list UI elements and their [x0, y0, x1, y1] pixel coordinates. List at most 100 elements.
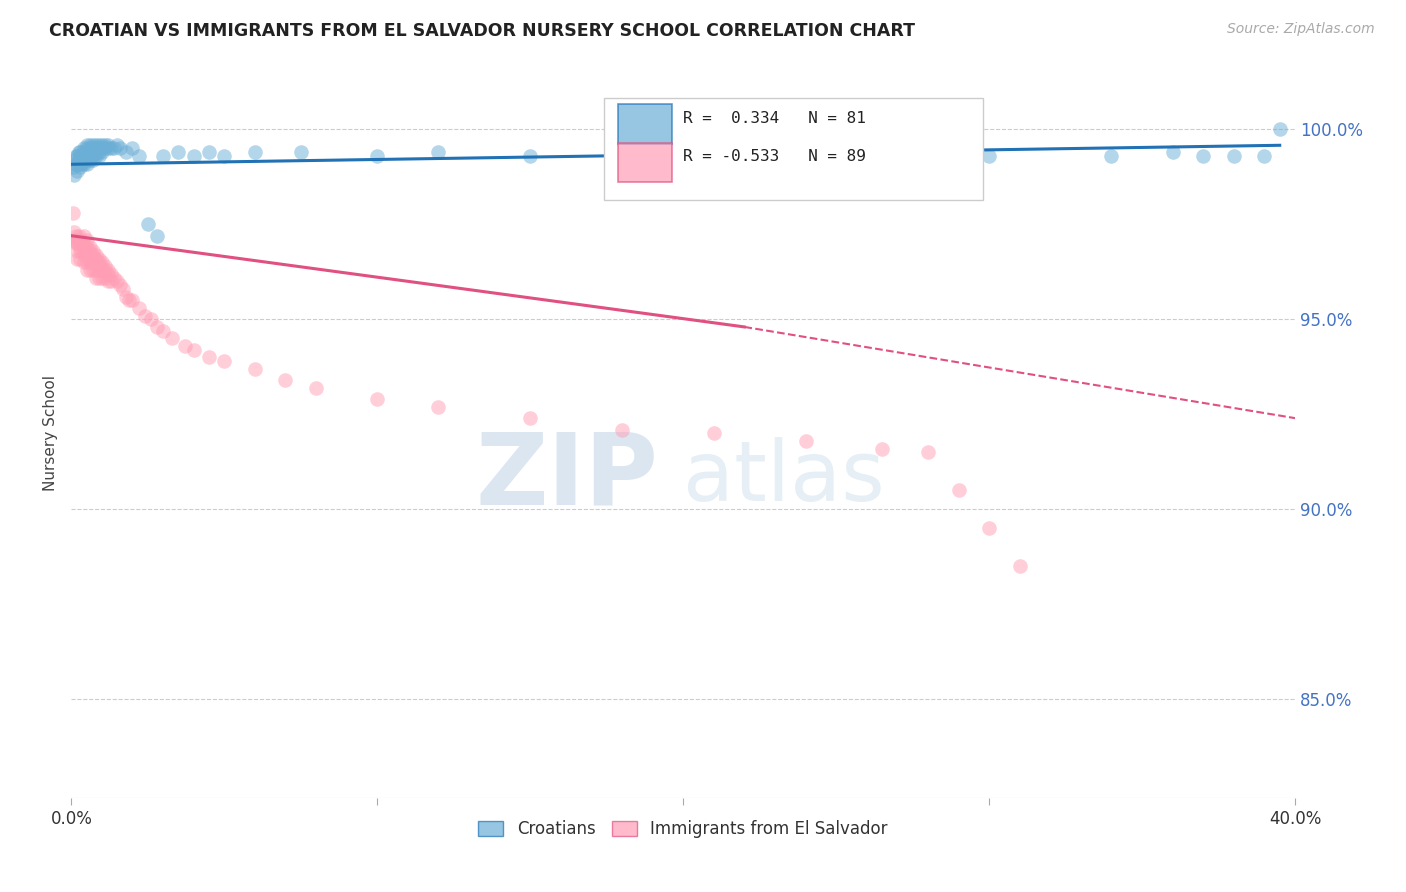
Point — [366, 149, 388, 163]
Point — [90, 145, 112, 160]
Point — [76, 137, 98, 152]
Point — [69, 149, 91, 163]
Point — [79, 244, 101, 258]
Text: atlas: atlas — [683, 436, 884, 517]
Point — [519, 149, 541, 163]
Point — [66, 164, 89, 178]
Point — [198, 145, 221, 160]
Point — [72, 248, 94, 262]
Point — [146, 228, 169, 243]
Point — [121, 293, 143, 308]
Point — [115, 145, 138, 160]
Point — [162, 331, 184, 345]
Point — [290, 145, 312, 160]
Point — [84, 149, 107, 163]
Point — [97, 141, 120, 155]
Point — [917, 445, 939, 459]
Point — [214, 149, 236, 163]
Point — [84, 255, 107, 269]
Point — [79, 153, 101, 167]
Point — [84, 252, 107, 266]
Point — [69, 145, 91, 160]
Point — [94, 263, 117, 277]
Point — [90, 263, 112, 277]
Point — [1192, 149, 1215, 163]
Point — [72, 236, 94, 251]
Point — [84, 248, 107, 262]
Point — [1101, 149, 1123, 163]
Text: R =  0.334   N = 81: R = 0.334 N = 81 — [683, 111, 866, 126]
Point — [82, 137, 104, 152]
Point — [72, 228, 94, 243]
Point — [66, 233, 89, 247]
Point — [76, 244, 98, 258]
Point — [70, 149, 93, 163]
Point — [100, 274, 122, 288]
Point — [87, 270, 110, 285]
Point — [79, 248, 101, 262]
Point — [76, 255, 98, 269]
Point — [82, 149, 104, 163]
Point — [128, 301, 150, 315]
Point — [76, 233, 98, 247]
Point — [67, 153, 90, 167]
Point — [76, 149, 98, 163]
Point — [84, 141, 107, 155]
Point — [243, 145, 266, 160]
Point — [84, 263, 107, 277]
Point — [66, 252, 89, 266]
Point — [84, 270, 107, 285]
Point — [100, 267, 122, 281]
Text: R = -0.533   N = 89: R = -0.533 N = 89 — [683, 149, 866, 164]
Point — [76, 263, 98, 277]
Point — [183, 343, 205, 357]
Point — [97, 137, 120, 152]
Point — [63, 153, 86, 167]
Point — [152, 149, 174, 163]
Point — [82, 141, 104, 155]
Point — [97, 274, 120, 288]
Point — [703, 426, 725, 441]
FancyBboxPatch shape — [619, 104, 672, 144]
Point — [76, 153, 98, 167]
Point — [610, 423, 633, 437]
Point — [115, 289, 138, 303]
Point — [183, 149, 205, 163]
Text: Source: ZipAtlas.com: Source: ZipAtlas.com — [1227, 22, 1375, 37]
Point — [110, 278, 132, 293]
Point — [76, 145, 98, 160]
Point — [69, 252, 91, 266]
Point — [87, 263, 110, 277]
Point — [69, 240, 91, 254]
Point — [274, 373, 297, 387]
Point — [82, 252, 104, 266]
Point — [243, 361, 266, 376]
Point — [134, 309, 156, 323]
Point — [87, 141, 110, 155]
Point — [82, 145, 104, 160]
Point — [76, 240, 98, 254]
Point — [519, 411, 541, 425]
Point — [63, 168, 86, 182]
Point — [79, 255, 101, 269]
Point — [66, 236, 89, 251]
Point — [69, 153, 91, 167]
Point — [79, 145, 101, 160]
Point — [97, 267, 120, 281]
Point — [1161, 145, 1184, 160]
Point — [72, 141, 94, 155]
Point — [65, 149, 87, 163]
Point — [94, 270, 117, 285]
Point — [87, 252, 110, 266]
Point — [69, 233, 91, 247]
Point — [136, 217, 159, 231]
Point — [79, 263, 101, 277]
Point — [70, 156, 93, 170]
Point — [1253, 149, 1275, 163]
Point — [870, 442, 893, 456]
Point — [110, 141, 132, 155]
Point — [1223, 149, 1246, 163]
Point — [173, 339, 195, 353]
Point — [62, 161, 84, 175]
Point — [146, 320, 169, 334]
